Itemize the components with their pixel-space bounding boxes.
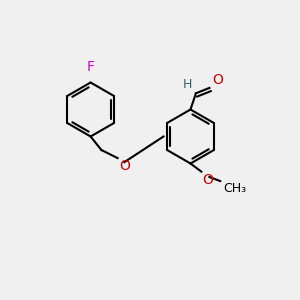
Text: CH₃: CH₃ (223, 182, 246, 195)
Text: F: F (87, 60, 94, 74)
Text: O: O (119, 159, 130, 173)
Text: O: O (212, 73, 223, 86)
Text: H: H (182, 78, 192, 91)
Text: O: O (203, 173, 214, 187)
